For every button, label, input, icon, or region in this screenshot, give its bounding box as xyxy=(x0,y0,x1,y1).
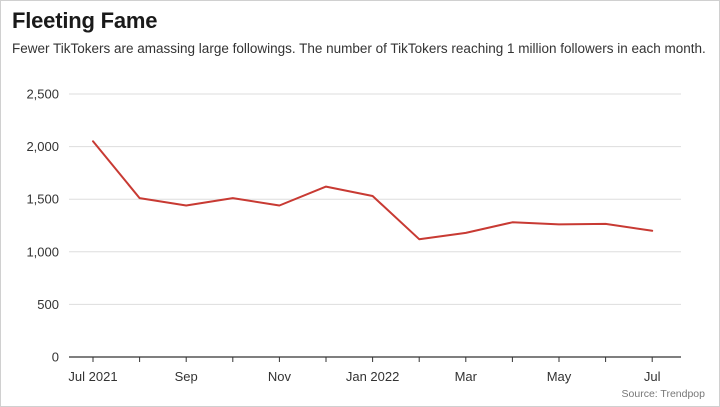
chart-title: Fleeting Fame xyxy=(12,8,158,33)
y-tick-label: 500 xyxy=(37,297,59,312)
x-tick-label: Jan 2022 xyxy=(346,369,400,384)
x-axis: Jul 2021 Sep Nov Jan 2022 Mar May Jul xyxy=(68,356,681,384)
chart-subtitle: Fewer TikTokers are amassing large follo… xyxy=(12,41,706,56)
gridlines xyxy=(69,93,681,305)
x-tick-label: Sep xyxy=(175,369,198,384)
x-tick-label: Nov xyxy=(268,369,292,384)
y-tick-label: 1,000 xyxy=(26,244,59,259)
series-line xyxy=(92,140,654,241)
x-tick-label: May xyxy=(547,369,572,384)
y-tick-label: 0 xyxy=(52,350,59,365)
x-tick-label: Mar xyxy=(455,369,478,384)
y-tick-label: 1,500 xyxy=(26,192,59,207)
source-note: Source: Trendpop xyxy=(621,388,705,400)
series-layer xyxy=(92,140,654,241)
y-axis: 0 500 1,000 1,500 2,000 2,500 xyxy=(26,87,59,365)
x-tick-label: Jul 2021 xyxy=(68,369,117,384)
y-tick-label: 2,000 xyxy=(26,139,59,154)
x-tick-label: Jul xyxy=(644,369,661,384)
y-tick-label: 2,500 xyxy=(26,87,59,102)
